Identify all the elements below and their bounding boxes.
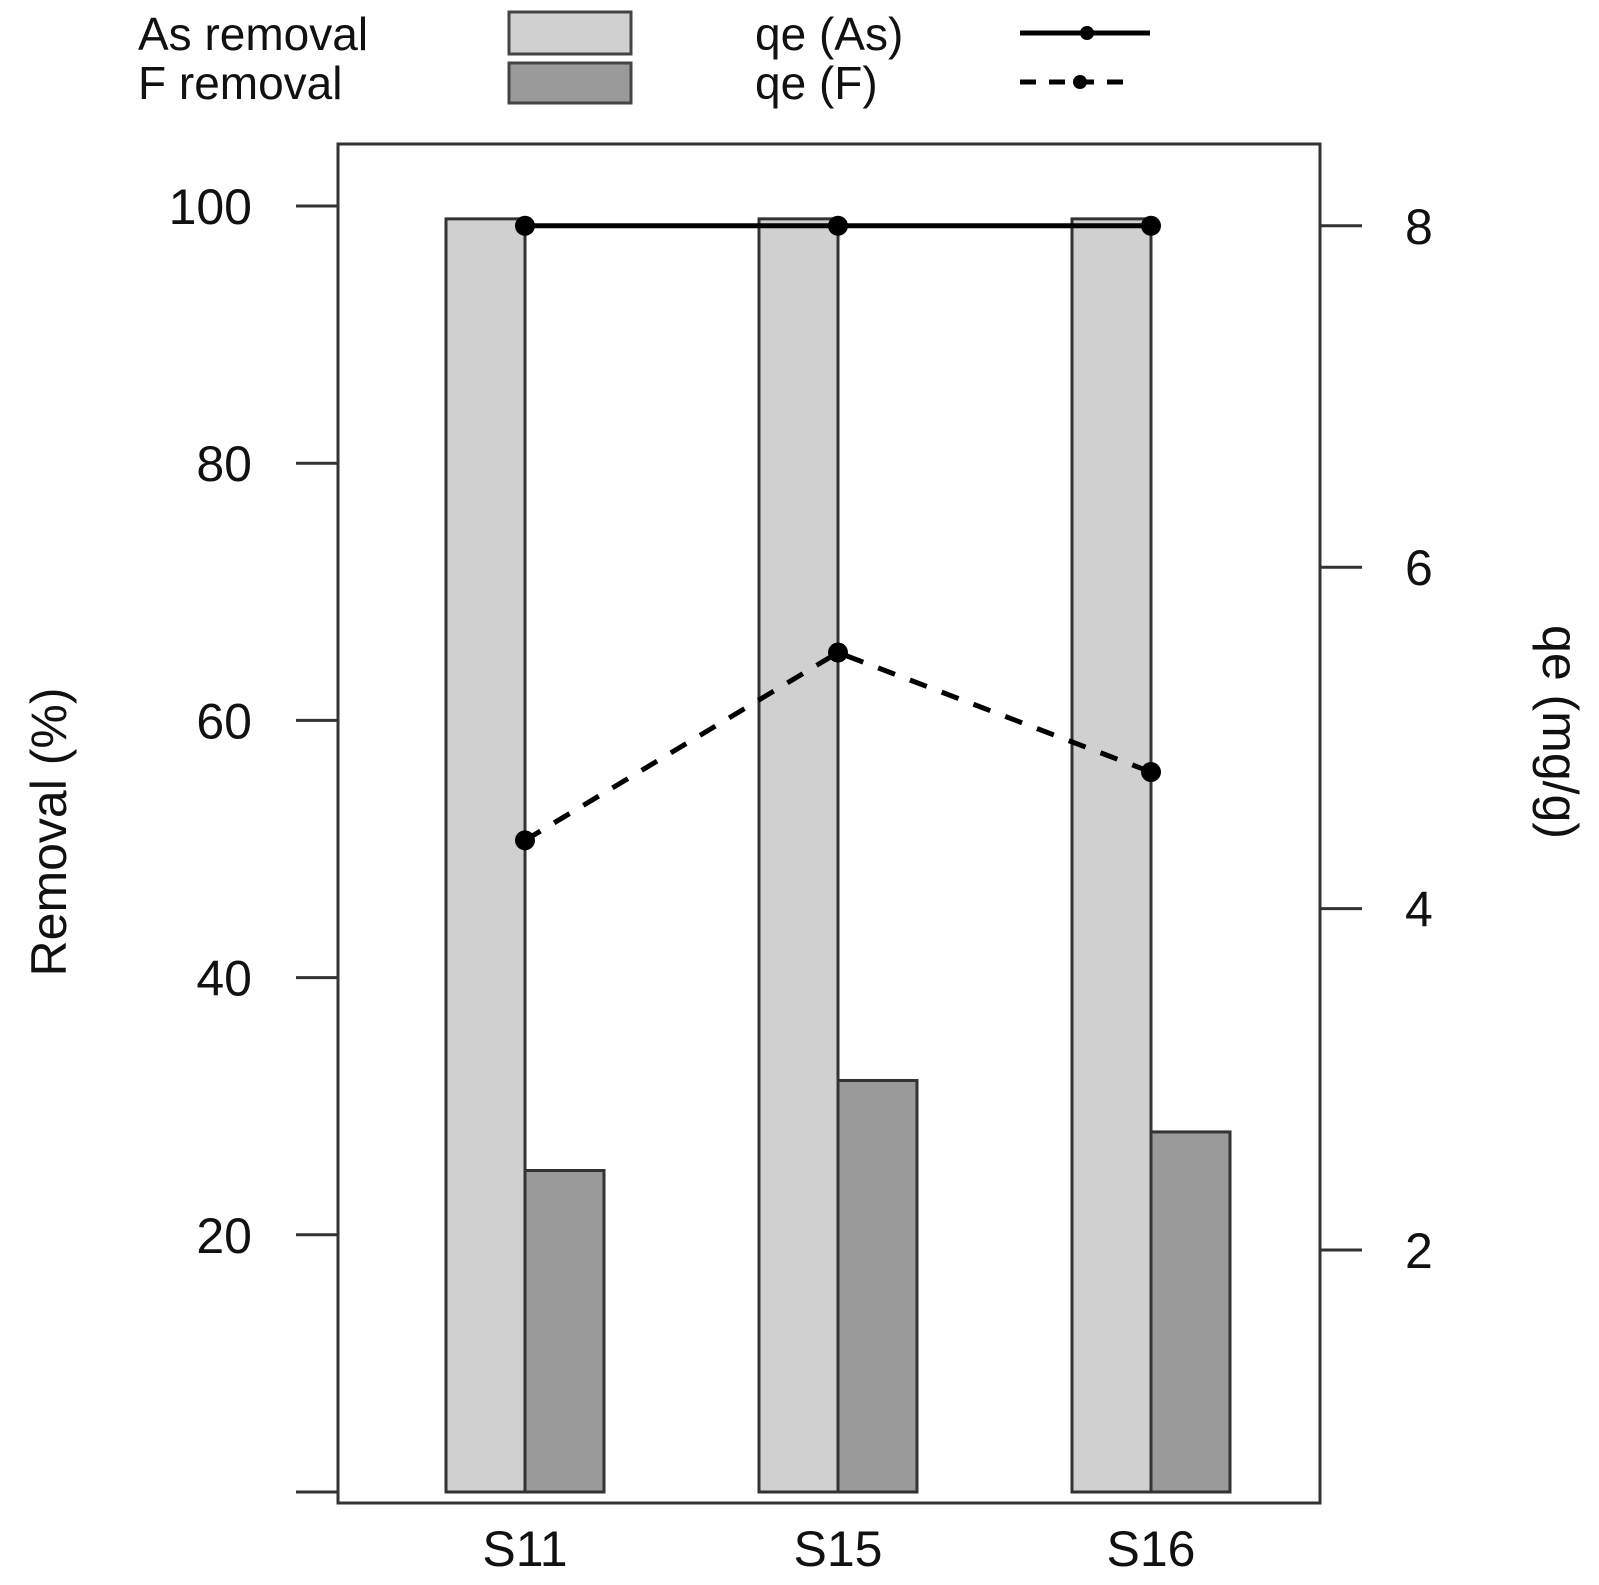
x-axis: S11 S15 S16 xyxy=(482,1521,1195,1577)
point-qe-f-s11 xyxy=(515,830,535,851)
legend-item-qe-as: qe (As) xyxy=(755,8,1150,60)
series-lines xyxy=(515,215,1161,851)
y-left-tick-label-100: 100 xyxy=(169,179,252,235)
x-tick-label-s16: S16 xyxy=(1107,1521,1196,1577)
bar-as-removal-s16 xyxy=(1070,217,1153,1494)
bars xyxy=(444,217,1232,1494)
x-tick-label-s15: S15 xyxy=(794,1521,883,1577)
legend-label-qe-f: qe (F) xyxy=(755,57,878,109)
left-axis: 20 40 60 80 100 xyxy=(169,179,338,1494)
bar-f-removal-s15 xyxy=(836,1078,919,1494)
legend-item-qe-f: qe (F) xyxy=(755,57,1130,109)
y-left-axis-title: Removal (%) xyxy=(21,688,77,977)
point-qe-as-s15 xyxy=(828,215,848,236)
y-right-axis-title: qe (mg/g) xyxy=(1532,625,1588,839)
legend-marker-qe-f xyxy=(1073,75,1087,89)
bar-as-removal-s15 xyxy=(757,217,840,1494)
legend-label-qe-as: qe (As) xyxy=(755,8,903,60)
y-right-tick-label-2: 2 xyxy=(1405,1223,1433,1279)
bar-f-removal-s11 xyxy=(523,1169,606,1494)
y-left-tick-label-20: 20 xyxy=(196,1208,252,1264)
plot-frame xyxy=(336,142,1322,1505)
bar-f-removal-s16 xyxy=(1149,1130,1232,1494)
y-right-tick-label-6: 6 xyxy=(1405,540,1433,596)
legend-label-f-removal: F removal xyxy=(138,57,342,109)
y-right-tick-label-8: 8 xyxy=(1405,199,1433,255)
right-axis: 2 4 6 8 xyxy=(1320,199,1433,1279)
x-tick-label-s11: S11 xyxy=(482,1521,567,1577)
point-qe-as-s16 xyxy=(1141,215,1161,236)
legend-item-as-removal: As removal xyxy=(138,8,633,60)
y-left-tick-label-60: 60 xyxy=(196,693,252,749)
legend-item-f-removal: F removal xyxy=(138,57,633,109)
legend-label-as-removal: As removal xyxy=(138,8,368,60)
y-left-tick-label-80: 80 xyxy=(196,436,252,492)
bar-as-removal-s11 xyxy=(444,217,527,1494)
legend-marker-qe-as xyxy=(1080,26,1094,40)
y-right-tick-label-4: 4 xyxy=(1405,882,1433,938)
legend-swatch-f-removal xyxy=(507,61,633,105)
point-qe-as-s11 xyxy=(515,215,535,236)
y-left-tick-label-40: 40 xyxy=(196,951,252,1007)
legend-swatch-as-removal xyxy=(507,10,633,56)
point-qe-f-s15 xyxy=(828,642,848,663)
point-qe-f-s16 xyxy=(1141,762,1161,783)
line-qe-f xyxy=(523,649,1152,843)
legend: As removal F removal qe (As) qe (F) xyxy=(138,8,1150,109)
